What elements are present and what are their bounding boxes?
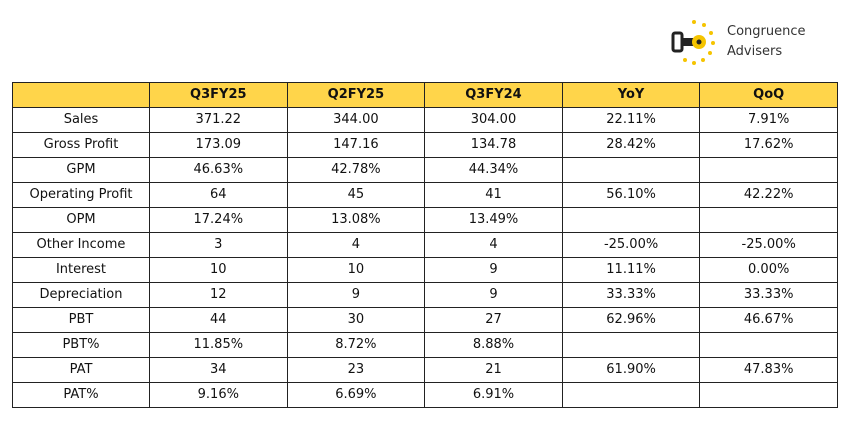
table-row: PAT 34 23 21 61.90% 47.83% [12, 357, 838, 383]
table-cell: 9 [286, 282, 426, 308]
table-row: Gross Profit 173.09 147.16 134.78 28.42%… [12, 132, 838, 158]
table-cell: 23 [286, 357, 426, 383]
table-cell: 27 [424, 307, 563, 333]
row-label: Other Income [12, 232, 150, 258]
table-row: Other Income 3 4 4 -25.00% -25.00% [12, 232, 838, 258]
table-cell: -25.00% [699, 232, 838, 258]
table-cell [699, 332, 838, 358]
table-cell: 47.83% [699, 357, 838, 383]
table-cell: 4 [286, 232, 426, 258]
financial-results-table-container: Q3FY25 Q2FY25 Q3FY24 YoY QoQ Sales 371.2… [12, 82, 838, 408]
header-cell-label [12, 82, 150, 108]
table-cell: 28.42% [561, 132, 701, 158]
table-cell [561, 332, 701, 358]
table-cell: 64 [149, 182, 288, 208]
header-cell-yoy: YoY [561, 82, 701, 108]
table-cell: 44 [149, 307, 288, 333]
table-cell [699, 157, 838, 183]
header-cell-q3fy25: Q3FY25 [149, 82, 288, 108]
table-cell: 6.69% [286, 382, 426, 408]
table-cell: 42.78% [286, 157, 426, 183]
table-cell [699, 382, 838, 408]
row-label: Depreciation [12, 282, 150, 308]
table-cell: 6.91% [424, 382, 563, 408]
row-label: Gross Profit [12, 132, 150, 158]
table-cell: 61.90% [561, 357, 701, 383]
row-label: GPM [12, 157, 150, 183]
table-cell: 17.24% [149, 207, 288, 233]
table-row: PAT% 9.16% 6.69% 6.91% [12, 382, 838, 408]
table-cell: 10 [149, 257, 288, 283]
table-cell: 371.22 [149, 107, 288, 133]
table-cell: 3 [149, 232, 288, 258]
table-cell [561, 157, 701, 183]
table-cell: -25.00% [561, 232, 701, 258]
table-cell: 13.49% [424, 207, 563, 233]
table-cell: 22.11% [561, 107, 701, 133]
table-row: Interest 10 10 9 11.11% 0.00% [12, 257, 838, 283]
table-cell: 34 [149, 357, 288, 383]
table-cell: 17.62% [699, 132, 838, 158]
table-cell: 21 [424, 357, 563, 383]
row-label: PAT [12, 357, 150, 383]
row-label: Sales [12, 107, 150, 133]
table-cell: 56.10% [561, 182, 701, 208]
table-row: Operating Profit 64 45 41 56.10% 42.22% [12, 182, 838, 208]
table-cell: 4 [424, 232, 563, 258]
table-cell: 0.00% [699, 257, 838, 283]
table-cell [561, 207, 701, 233]
logo-text-line2: Advisers [727, 43, 783, 59]
table-cell: 344.00 [286, 107, 426, 133]
header-cell-q2fy25: Q2FY25 [286, 82, 426, 108]
financial-results-table: Q3FY25 Q2FY25 Q3FY24 YoY QoQ Sales 371.2… [12, 82, 838, 408]
table-cell: 33.33% [699, 282, 838, 308]
row-label: Interest [12, 257, 150, 283]
table-cell: 10 [286, 257, 426, 283]
table-row: Sales 371.22 344.00 304.00 22.11% 7.91% [12, 107, 838, 133]
table-cell [699, 207, 838, 233]
table-cell: 42.22% [699, 182, 838, 208]
table-cell: 45 [286, 182, 426, 208]
table-header-row: Q3FY25 Q2FY25 Q3FY24 YoY QoQ [12, 82, 838, 108]
table-cell: 11.85% [149, 332, 288, 358]
table-row: PBT 44 30 27 62.96% 46.67% [12, 307, 838, 333]
header-cell-q3fy24: Q3FY24 [424, 82, 563, 108]
table-cell: 30 [286, 307, 426, 333]
table-row: GPM 46.63% 42.78% 44.34% [12, 157, 838, 183]
table-row: PBT% 11.85% 8.72% 8.88% [12, 332, 838, 358]
table-cell: 173.09 [149, 132, 288, 158]
table-cell: 9 [424, 257, 563, 283]
row-label: Operating Profit [12, 182, 150, 208]
row-label: PBT [12, 307, 150, 333]
table-cell: 11.11% [561, 257, 701, 283]
table-cell: 8.72% [286, 332, 426, 358]
table-cell: 44.34% [424, 157, 563, 183]
table-cell: 304.00 [424, 107, 563, 133]
table-cell: 134.78 [424, 132, 563, 158]
header-cell-qoq: QoQ [699, 82, 838, 108]
table-cell: 147.16 [286, 132, 426, 158]
table-cell: 13.08% [286, 207, 426, 233]
table-cell: 9 [424, 282, 563, 308]
logo-text-line1: Congruence [727, 23, 806, 39]
table-row: OPM 17.24% 13.08% 13.49% [12, 207, 838, 233]
company-logo: Congruence Advisers [667, 16, 835, 68]
table-cell [561, 382, 701, 408]
table-row: Depreciation 12 9 9 33.33% 33.33% [12, 282, 838, 308]
table-cell: 41 [424, 182, 563, 208]
row-label: PAT% [12, 382, 150, 408]
table-cell: 7.91% [699, 107, 838, 133]
key-logo-icon [667, 16, 721, 68]
table-cell: 62.96% [561, 307, 701, 333]
table-cell: 33.33% [561, 282, 701, 308]
table-cell: 46.67% [699, 307, 838, 333]
row-label: PBT% [12, 332, 150, 358]
table-cell: 46.63% [149, 157, 288, 183]
table-cell: 9.16% [149, 382, 288, 408]
table-cell: 12 [149, 282, 288, 308]
table-cell: 8.88% [424, 332, 563, 358]
row-label: OPM [12, 207, 150, 233]
